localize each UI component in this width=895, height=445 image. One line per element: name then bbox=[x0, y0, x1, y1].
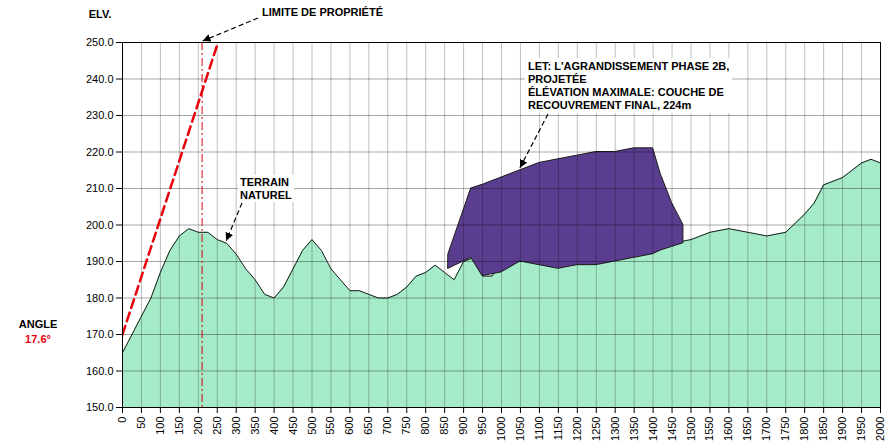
svg-text:950: 950 bbox=[476, 417, 488, 435]
svg-text:TERRAINNATUREL: TERRAINNATUREL bbox=[240, 176, 292, 201]
svg-text:LIMITE DE PROPRIÉTÉ: LIMITE DE PROPRIÉTÉ bbox=[262, 6, 383, 18]
svg-text:1200: 1200 bbox=[571, 417, 583, 441]
svg-text:1050: 1050 bbox=[514, 417, 526, 441]
svg-text:200.0: 200.0 bbox=[86, 219, 114, 231]
svg-text:240.0: 240.0 bbox=[86, 73, 114, 85]
svg-text:17.6°: 17.6° bbox=[25, 333, 51, 345]
svg-text:200: 200 bbox=[192, 417, 204, 435]
svg-text:1550: 1550 bbox=[703, 417, 715, 441]
svg-text:1250: 1250 bbox=[590, 417, 602, 441]
svg-text:850: 850 bbox=[438, 417, 450, 435]
svg-text:400: 400 bbox=[268, 417, 280, 435]
svg-text:0: 0 bbox=[116, 417, 128, 423]
svg-text:150.0: 150.0 bbox=[86, 401, 114, 413]
svg-text:1650: 1650 bbox=[741, 417, 753, 441]
svg-text:800: 800 bbox=[419, 417, 431, 435]
svg-text:500: 500 bbox=[306, 417, 318, 435]
svg-text:750: 750 bbox=[400, 417, 412, 435]
svg-text:100: 100 bbox=[154, 417, 166, 435]
svg-text:350: 350 bbox=[249, 417, 261, 435]
svg-text:2000: 2000 bbox=[874, 417, 886, 441]
svg-text:ELV.: ELV. bbox=[89, 8, 112, 20]
svg-text:450: 450 bbox=[287, 417, 299, 435]
svg-text:250: 250 bbox=[211, 417, 223, 435]
svg-text:650: 650 bbox=[362, 417, 374, 435]
svg-text:1600: 1600 bbox=[722, 417, 734, 441]
svg-text:900: 900 bbox=[457, 417, 469, 435]
svg-text:50: 50 bbox=[135, 417, 147, 429]
svg-text:150: 150 bbox=[173, 417, 185, 435]
svg-text:220.0: 220.0 bbox=[86, 146, 114, 158]
svg-text:1300: 1300 bbox=[609, 417, 621, 441]
svg-text:1800: 1800 bbox=[798, 417, 810, 441]
svg-text:1100: 1100 bbox=[533, 417, 545, 441]
svg-text:LET: L'AGRANDISSEMENT PHASE 2B: LET: L'AGRANDISSEMENT PHASE 2B,PROJETÉEÉ… bbox=[528, 60, 729, 111]
svg-text:1400: 1400 bbox=[647, 417, 659, 441]
svg-text:1700: 1700 bbox=[760, 417, 772, 441]
svg-text:600: 600 bbox=[343, 417, 355, 435]
svg-text:160.0: 160.0 bbox=[86, 365, 114, 377]
svg-text:ANGLE: ANGLE bbox=[19, 318, 58, 330]
svg-text:300: 300 bbox=[230, 417, 242, 435]
svg-text:1450: 1450 bbox=[666, 417, 678, 441]
svg-text:550: 550 bbox=[324, 417, 336, 435]
svg-text:1000: 1000 bbox=[495, 417, 507, 441]
svg-text:190.0: 190.0 bbox=[86, 255, 114, 267]
svg-text:700: 700 bbox=[381, 417, 393, 435]
svg-text:1350: 1350 bbox=[628, 417, 640, 441]
svg-text:1900: 1900 bbox=[836, 417, 848, 441]
svg-text:1850: 1850 bbox=[817, 417, 829, 441]
svg-text:180.0: 180.0 bbox=[86, 292, 114, 304]
svg-text:1500: 1500 bbox=[685, 417, 697, 441]
svg-text:1150: 1150 bbox=[552, 417, 564, 441]
svg-text:250.0: 250.0 bbox=[86, 36, 114, 48]
svg-text:1950: 1950 bbox=[855, 417, 867, 441]
svg-text:210.0: 210.0 bbox=[86, 182, 114, 194]
svg-text:170.0: 170.0 bbox=[86, 328, 114, 340]
svg-text:1750: 1750 bbox=[779, 417, 791, 441]
svg-text:230.0: 230.0 bbox=[86, 109, 114, 121]
